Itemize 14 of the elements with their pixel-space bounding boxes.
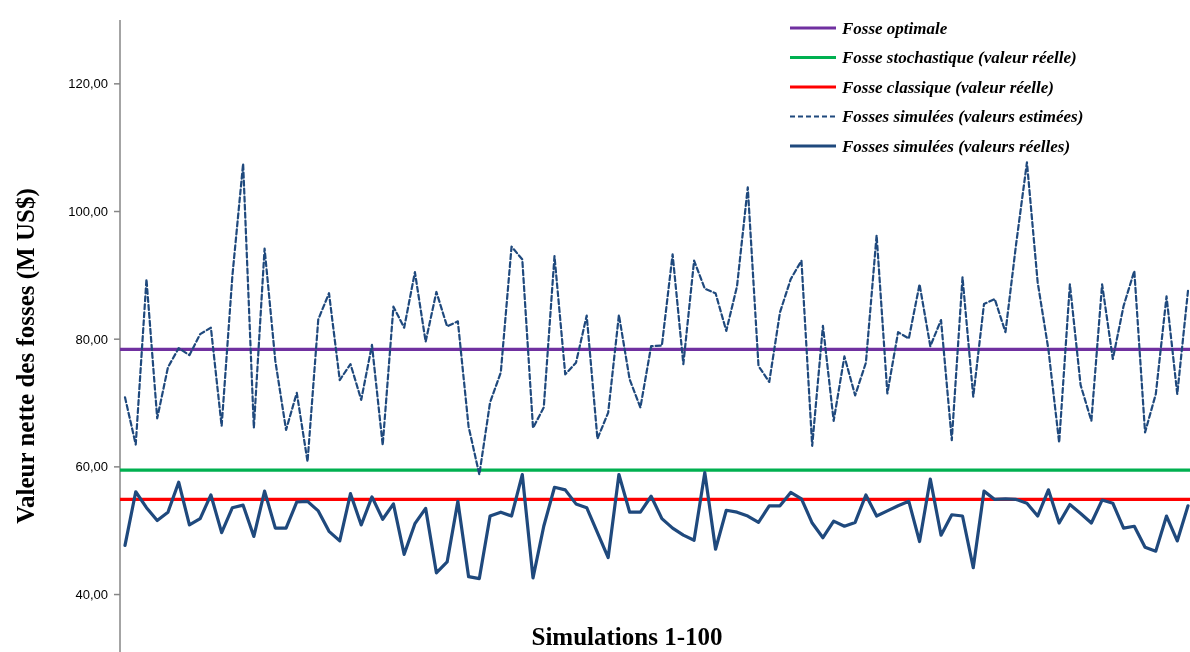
y-tick-label: 80,00 [75, 331, 108, 347]
legend-label: Fosse optimale [841, 18, 948, 38]
legend-label: Fosses simulées (valeurs estimées) [841, 107, 1084, 127]
legend-label: Fosse classique (valeur réelle) [841, 77, 1054, 97]
y-axis-title: Valeur nette des fosses (M US$) [12, 188, 40, 524]
line-series [123, 161, 1190, 476]
legend-label: Fosse stochastique (valeur réelle) [841, 48, 1077, 68]
y-tick-label: 100,00 [68, 204, 108, 220]
y-tick-label: 60,00 [75, 459, 108, 475]
y-tick-label: 40,00 [75, 587, 108, 603]
line-series [123, 471, 1190, 581]
x-axis-title: Simulations 1-100 [531, 623, 723, 650]
y-tick-label: 120,00 [68, 76, 108, 92]
legend-label: Fosses simulées (valeurs réelles) [841, 136, 1071, 156]
